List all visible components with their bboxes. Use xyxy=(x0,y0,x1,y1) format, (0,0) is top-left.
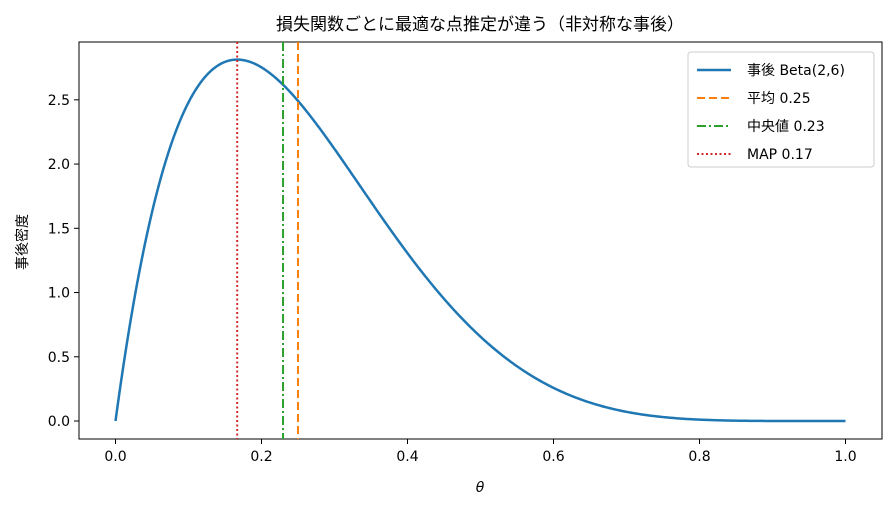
legend: 事後 Beta(2,6) 平均 0.25 中央値 0.23 MAP 0.17 xyxy=(687,51,875,168)
x-tick-label: 0.4 xyxy=(396,449,418,465)
posterior-curve xyxy=(114,58,846,423)
x-tick-label: 1.0 xyxy=(834,449,856,465)
y-axis-label: 事後密度 xyxy=(14,214,31,270)
legend-label: 中央値 0.23 xyxy=(747,119,825,135)
legend-label: 事後 Beta(2,6) xyxy=(747,63,845,79)
x-axis-label: θ xyxy=(476,480,485,496)
y-tick-label: 0.5 xyxy=(48,350,70,366)
legend-label: 平均 0.25 xyxy=(747,91,811,107)
y-tick-label: 1.5 xyxy=(48,221,70,237)
plot-area: 0.0 0.2 0.4 0.6 0.8 1.0 0.0 0.5 1.0 1.5 2.0 2.5 xyxy=(48,41,883,465)
y-tick-label: 2.0 xyxy=(48,157,70,173)
x-tick-label: 0.8 xyxy=(688,449,710,465)
x-tick-label: 0.6 xyxy=(542,449,564,465)
legend-label: MAP 0.17 xyxy=(747,147,813,163)
y-tick-label: 0.0 xyxy=(48,414,70,430)
y-tick-label: 1.0 xyxy=(48,286,70,302)
x-tick-label: 0.2 xyxy=(250,449,272,465)
axes-frame xyxy=(78,41,883,440)
x-tick-label: 0.0 xyxy=(104,449,126,465)
chart-title: 損失関数ごとに最適な点推定が違う（非対称な事後） xyxy=(276,15,684,35)
legend-box xyxy=(687,51,875,168)
y-tick-label: 2.5 xyxy=(48,93,70,109)
